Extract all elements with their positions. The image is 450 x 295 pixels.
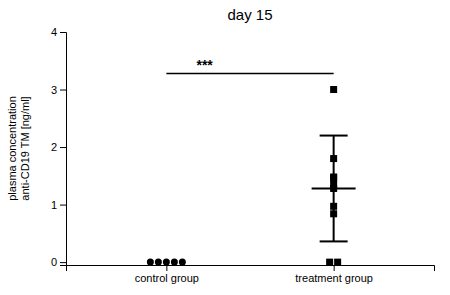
x-tick: control group bbox=[135, 265, 199, 284]
series bbox=[326, 86, 341, 265]
sd-bar bbox=[333, 136, 335, 242]
point bbox=[334, 259, 341, 265]
sd-cap-lower bbox=[320, 240, 348, 242]
x-tick: treatment group bbox=[295, 265, 373, 284]
point bbox=[155, 259, 162, 265]
point bbox=[330, 86, 337, 93]
error-bar bbox=[312, 136, 356, 242]
y-tick-mark bbox=[60, 32, 66, 33]
title: day 15 bbox=[227, 6, 272, 23]
sd-cap-upper bbox=[320, 135, 348, 137]
annotations: *** bbox=[196, 57, 213, 73]
y-tick-mark bbox=[60, 90, 66, 91]
x-axis-line bbox=[67, 266, 435, 272]
y-axis-title: plasma concentrationanti-CD19 TM [ng/ml] bbox=[6, 96, 31, 201]
point bbox=[171, 259, 178, 265]
y-tick-label: 3 bbox=[51, 84, 57, 96]
y-tick-mark bbox=[60, 205, 66, 206]
x-tick-mark bbox=[334, 265, 335, 271]
point bbox=[147, 259, 154, 265]
y-tick-label: 0 bbox=[51, 256, 57, 268]
x-tick-label: treatment group bbox=[295, 272, 373, 284]
y-tick: 3 bbox=[51, 84, 66, 96]
point bbox=[326, 259, 333, 265]
marks bbox=[147, 73, 356, 265]
point bbox=[179, 259, 186, 265]
y-axis-line bbox=[60, 33, 67, 266]
plot: 0 1 2 3 4 control group treatment group *** bbox=[51, 26, 435, 284]
y-tick: 1 bbox=[51, 199, 66, 211]
y-tick-mark bbox=[60, 262, 66, 263]
y-tick-label: 1 bbox=[51, 199, 57, 211]
y-tick-label: 2 bbox=[51, 141, 57, 153]
y-tick: 4 bbox=[51, 26, 66, 38]
series bbox=[147, 259, 186, 265]
y-axis: 0 1 2 3 4 bbox=[51, 26, 67, 268]
y-tick: 0 bbox=[51, 256, 66, 268]
point bbox=[163, 259, 170, 265]
x-tick-mark bbox=[166, 265, 167, 271]
significance-label: *** bbox=[196, 57, 213, 73]
y-tick: 2 bbox=[51, 141, 66, 153]
chart: 0 1 2 3 4 control group treatment group *** day … bbox=[0, 0, 450, 295]
y-tick-label: 4 bbox=[51, 26, 57, 38]
significance-line bbox=[166, 73, 333, 75]
y-tick-mark bbox=[60, 147, 66, 148]
x-tick-label: control group bbox=[135, 272, 199, 284]
x-axis: control group treatment group bbox=[67, 265, 435, 284]
